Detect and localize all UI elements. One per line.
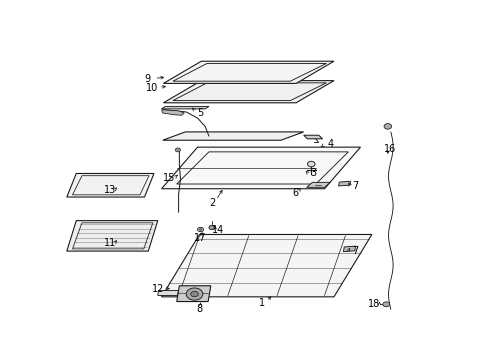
Polygon shape <box>163 61 333 84</box>
Text: 7: 7 <box>351 181 357 191</box>
Text: 12: 12 <box>151 284 163 293</box>
Polygon shape <box>163 81 333 103</box>
Circle shape <box>383 123 391 129</box>
Circle shape <box>197 227 203 232</box>
Circle shape <box>190 291 198 297</box>
Text: 9: 9 <box>144 74 150 84</box>
Text: 18: 18 <box>367 299 379 309</box>
Polygon shape <box>343 246 355 252</box>
Polygon shape <box>303 135 322 139</box>
Polygon shape <box>161 107 208 109</box>
Text: 7: 7 <box>351 246 357 256</box>
Circle shape <box>199 229 202 230</box>
Text: 6: 6 <box>292 188 298 198</box>
Polygon shape <box>67 221 158 251</box>
Text: 11: 11 <box>103 238 116 248</box>
Text: 1: 1 <box>258 298 264 308</box>
Circle shape <box>175 148 180 152</box>
Circle shape <box>186 288 203 300</box>
Text: 8: 8 <box>196 304 202 314</box>
Polygon shape <box>338 181 350 186</box>
Text: 5: 5 <box>197 108 203 118</box>
Circle shape <box>382 302 389 307</box>
Text: 13: 13 <box>103 185 116 194</box>
Text: 17: 17 <box>194 233 206 243</box>
Text: 16: 16 <box>383 144 395 154</box>
Polygon shape <box>67 174 154 197</box>
Polygon shape <box>306 183 329 187</box>
Text: 2: 2 <box>209 198 215 208</box>
Text: 4: 4 <box>326 139 333 149</box>
Text: 3: 3 <box>309 168 316 179</box>
Polygon shape <box>163 132 303 140</box>
Polygon shape <box>176 286 210 302</box>
Circle shape <box>208 225 215 230</box>
Text: 15: 15 <box>163 174 175 184</box>
Circle shape <box>307 161 314 167</box>
Polygon shape <box>161 110 184 115</box>
Polygon shape <box>161 147 360 189</box>
Text: 10: 10 <box>145 82 158 93</box>
Text: 14: 14 <box>212 225 224 235</box>
Polygon shape <box>161 234 371 297</box>
Polygon shape <box>158 291 178 296</box>
